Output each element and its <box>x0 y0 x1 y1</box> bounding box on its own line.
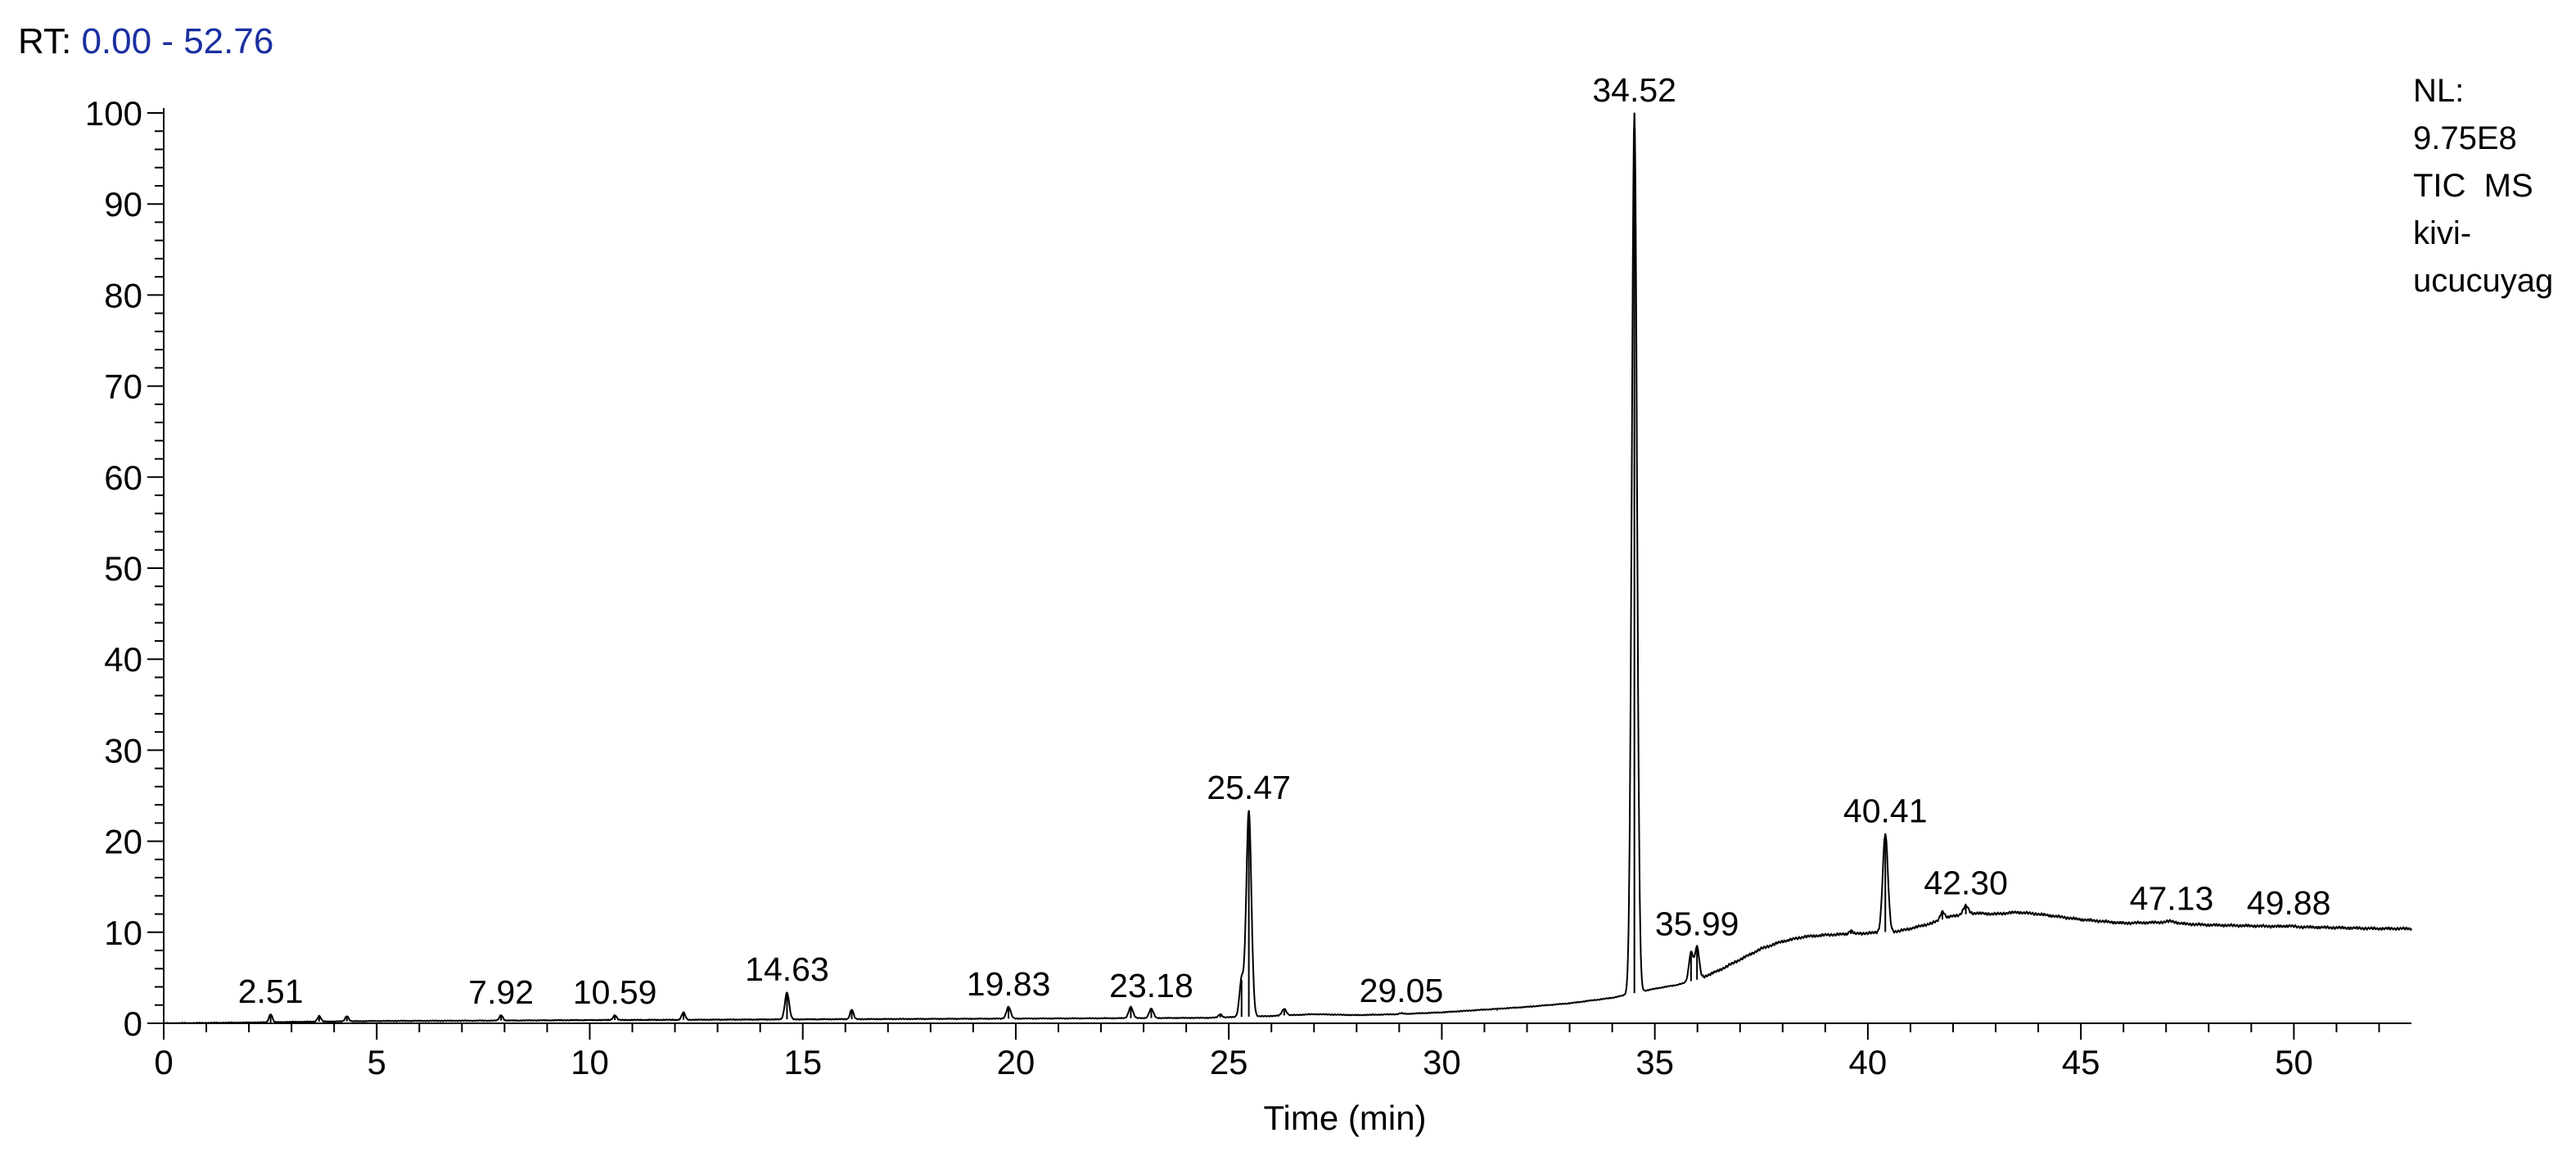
tick-marks: 0 10 20 30 40 50 60 70 80 90 100 0 5 10 15 20 25 30 35 40 45… <box>85 94 2380 1081</box>
peak-label: 2.51 <box>238 973 304 1010</box>
normalization-info: NL: 9.75E8 TIC MS kivi- ucucuyag <box>2413 67 2553 305</box>
sample-name-line2: ucucuyag <box>2413 263 2554 299</box>
peak-label: 49.88 <box>2247 884 2331 922</box>
x-tick-label: 35 <box>1635 1043 1674 1081</box>
peak-label: 19.83 <box>967 965 1051 1003</box>
rt-range-value: 0.00 - 52.76 <box>81 21 274 61</box>
x-tick-label: 30 <box>1423 1043 1461 1081</box>
chromatogram-line <box>163 112 2412 1024</box>
sample-name-line1: kivi- <box>2413 215 2472 251</box>
peak-label: 7.92 <box>468 973 534 1011</box>
peak-labels: 2.51 7.92 10.59 14.63 19.83 23.18 25.47 29.05 34… <box>238 71 2331 1011</box>
scan-filter: TIC MS <box>2413 168 2533 204</box>
peak-label: 25.47 <box>1207 769 1291 806</box>
y-tick-label: 80 <box>104 276 142 314</box>
y-tick-label: 20 <box>104 823 142 861</box>
peak-label: 14.63 <box>745 950 829 988</box>
peak-label: 42.30 <box>1924 864 2008 902</box>
y-tick-label: 0 <box>124 1004 142 1043</box>
x-tick-label: 10 <box>571 1043 609 1081</box>
x-tick-label: 50 <box>2275 1043 2313 1081</box>
y-tick-label: 100 <box>85 94 142 133</box>
peak-label: 35.99 <box>1655 905 1739 943</box>
peak-label: 23.18 <box>1109 967 1193 1004</box>
x-axis-title: Time (min) <box>1263 1099 1426 1137</box>
y-tick-label: 50 <box>104 549 142 588</box>
y-tick-label: 70 <box>104 368 142 406</box>
y-tick-label: 30 <box>104 731 142 770</box>
x-tick-label: 0 <box>154 1043 173 1081</box>
y-tick-label: 40 <box>104 640 142 679</box>
peak-label: 47.13 <box>2130 879 2214 917</box>
x-tick-label: 15 <box>783 1043 822 1081</box>
peak-label: 29.05 <box>1360 972 1444 1009</box>
x-tick-label: 5 <box>368 1043 386 1081</box>
x-tick-label: 40 <box>1849 1043 1888 1081</box>
chromatogram-trace <box>163 112 2412 1024</box>
x-tick-label: 45 <box>2062 1043 2100 1081</box>
x-tick-label: 20 <box>997 1043 1035 1081</box>
rt-range-header: RT: 0.00 - 52.76 <box>18 21 273 62</box>
nl-label: NL: <box>2413 73 2465 109</box>
rt-label: RT: <box>18 21 72 61</box>
y-tick-label: 60 <box>104 458 142 497</box>
y-tick-label: 90 <box>104 185 142 223</box>
peak-label: 34.52 <box>1592 71 1676 109</box>
nl-value: 9.75E8 <box>2413 120 2517 156</box>
y-tick-label: 10 <box>104 914 142 952</box>
peak-label: 40.41 <box>1843 792 1928 830</box>
chart-axes <box>163 108 2411 1024</box>
x-tick-label: 25 <box>1210 1043 1248 1081</box>
peak-label: 10.59 <box>573 973 657 1011</box>
